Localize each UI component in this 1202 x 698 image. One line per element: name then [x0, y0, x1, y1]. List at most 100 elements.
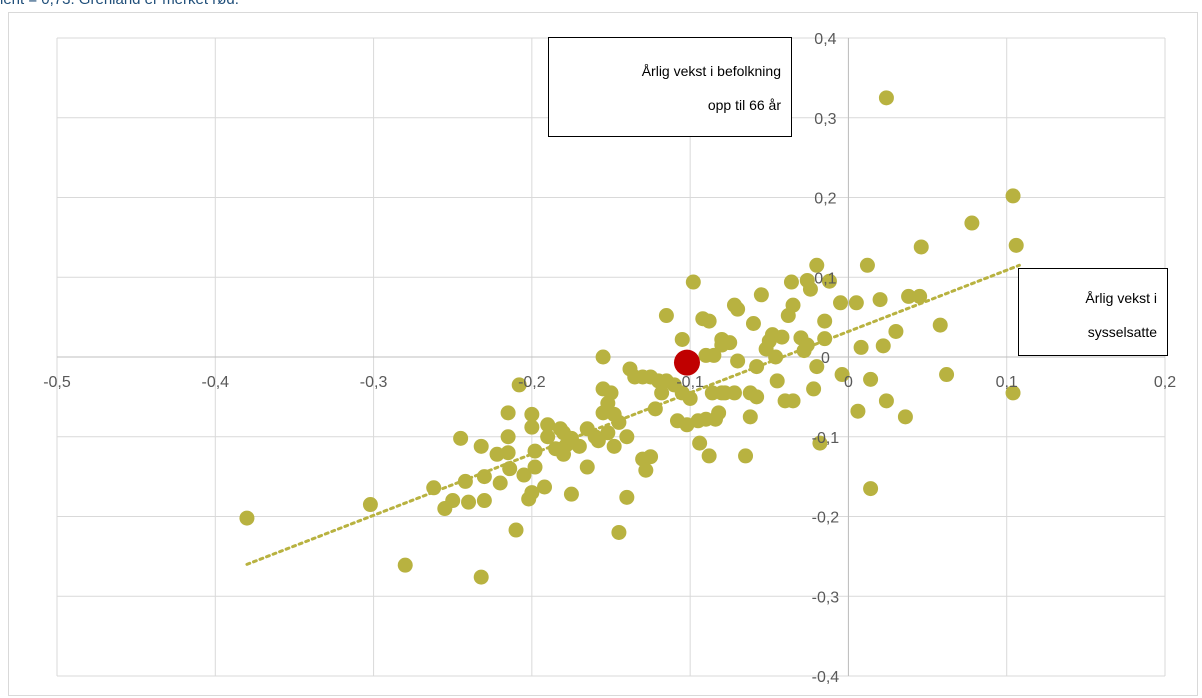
data-point	[726, 385, 742, 401]
highlight-point-grenland	[673, 349, 700, 376]
data-point	[939, 367, 955, 383]
data-point	[540, 429, 556, 445]
data-point	[769, 373, 785, 389]
data-point	[611, 414, 627, 430]
data-point	[619, 489, 635, 505]
data-point	[473, 438, 489, 454]
data-point	[817, 313, 833, 329]
data-point	[912, 288, 928, 304]
data-point	[508, 522, 524, 538]
data-point	[461, 494, 477, 510]
x-tick-label: -0,4	[201, 374, 229, 391]
data-point	[502, 461, 518, 477]
data-point	[742, 409, 758, 425]
data-point	[932, 317, 948, 333]
data-point	[524, 406, 540, 422]
figure-caption: ient = 0,73. Grenland er merket rød.	[0, 0, 239, 8]
data-point	[511, 377, 527, 393]
data-point	[872, 292, 888, 308]
data-point	[799, 337, 815, 353]
data-point	[738, 448, 754, 464]
data-point	[516, 467, 532, 483]
data-point	[674, 331, 690, 347]
y-axis-title-line-1: Årlig vekst i befolkning	[641, 63, 781, 79]
x-tick-label: 0,1	[996, 374, 1018, 391]
axes	[57, 38, 1165, 676]
data-point	[1008, 237, 1024, 253]
x-tick-label: -0,2	[518, 374, 546, 391]
y-tick-label: -0,1	[812, 430, 840, 447]
data-point	[397, 557, 413, 573]
data-point	[848, 295, 864, 311]
data-point	[875, 338, 891, 354]
data-point	[809, 359, 825, 375]
y-tick-label: 0,2	[814, 191, 836, 208]
data-point	[611, 524, 627, 540]
data-point	[1005, 188, 1021, 204]
data-point	[426, 480, 442, 496]
data-point	[701, 313, 717, 329]
data-point	[654, 385, 670, 401]
data-point	[785, 393, 801, 409]
data-point	[897, 409, 913, 425]
data-point	[239, 510, 255, 526]
data-point	[500, 445, 516, 461]
data-point	[821, 273, 837, 289]
data-point	[492, 475, 508, 491]
data-point	[457, 473, 473, 489]
y-tick-label: 0,4	[814, 31, 836, 48]
y-tick-label: 0,3	[814, 111, 836, 128]
data-point	[500, 429, 516, 445]
data-point	[537, 479, 553, 495]
data-point	[540, 417, 556, 433]
x-axis-title-line-2: sysselsatte	[1087, 324, 1157, 340]
data-point	[563, 486, 579, 502]
data-point	[489, 446, 505, 462]
data-point	[749, 389, 765, 405]
data-point	[878, 90, 894, 106]
chart-frame	[8, 12, 1198, 696]
x-tick-label: -0,5	[43, 374, 71, 391]
data-point	[682, 390, 698, 406]
data-point	[579, 459, 595, 475]
data-point	[859, 257, 875, 273]
data-point	[476, 493, 492, 509]
data-point	[658, 308, 674, 324]
data-point	[524, 419, 540, 435]
data-point	[812, 435, 828, 451]
x-axis-title-box: Årlig vekst i sysselsatte	[1018, 268, 1168, 356]
data-point	[901, 288, 917, 304]
data-point	[863, 371, 879, 387]
y-tick-label: -0,2	[812, 510, 840, 527]
data-point	[834, 367, 850, 383]
data-point	[362, 497, 378, 513]
data-point	[600, 425, 616, 441]
data-point	[527, 459, 543, 475]
data-point	[476, 469, 492, 485]
data-point	[783, 274, 799, 290]
y-axis-title-box: Årlig vekst i befolkning opp til 66 år	[548, 37, 792, 137]
data-point	[706, 347, 722, 363]
tick-labels: -0,5 -0,4 -0,3 -0,2 -0,1 0 0,1 0,2 0,4 0,3 0,2 0,1 0…	[43, 31, 1176, 686]
data-point	[785, 297, 801, 313]
data-point	[1005, 385, 1021, 401]
data-point	[888, 323, 904, 339]
y-tick-label: 0	[821, 350, 830, 367]
data-point	[809, 257, 825, 273]
data-point	[527, 443, 543, 459]
data-point	[701, 448, 717, 464]
data-point	[606, 438, 622, 454]
x-tick-label: -0,1	[676, 374, 704, 391]
data-point	[500, 405, 516, 421]
trendline-layer	[245, 263, 1021, 566]
data-point	[802, 281, 818, 297]
data-points	[239, 90, 1024, 585]
data-point	[473, 569, 489, 585]
data-point	[571, 438, 587, 454]
data-point	[730, 301, 746, 317]
data-point	[863, 481, 879, 497]
y-tick-label: 0,1	[814, 270, 836, 287]
y-tick-label: -0,4	[812, 669, 840, 686]
data-point	[964, 215, 980, 231]
data-point	[753, 287, 769, 303]
